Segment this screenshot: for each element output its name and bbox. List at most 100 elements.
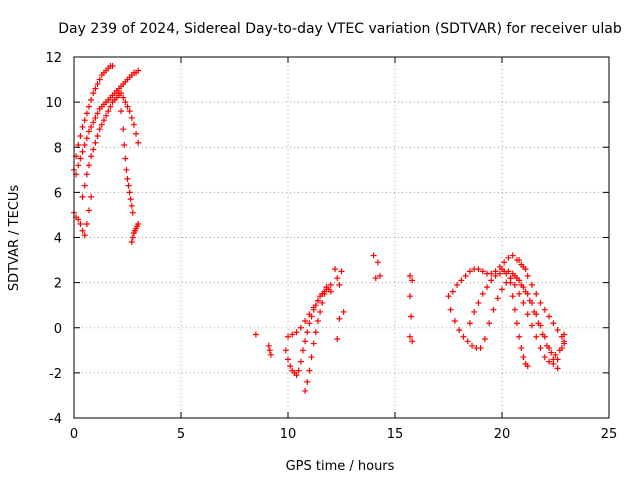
y-tick-label: 2 <box>54 277 62 292</box>
data-point <box>336 281 343 288</box>
data-point <box>85 103 92 110</box>
data-point <box>120 126 127 133</box>
data-point <box>304 378 311 385</box>
data-point <box>98 121 105 128</box>
series-late-arc-b <box>447 272 561 372</box>
data-point <box>554 327 561 334</box>
data-point <box>287 363 294 370</box>
data-point <box>503 270 510 277</box>
data-point <box>490 306 497 313</box>
data-point <box>133 130 140 137</box>
data-point <box>479 268 486 275</box>
data-point <box>285 356 291 363</box>
data-point <box>130 121 137 128</box>
data-point <box>524 311 531 318</box>
data-point <box>513 275 520 282</box>
data-point <box>469 342 476 349</box>
data-point <box>533 333 540 340</box>
series-mid-scatter <box>332 266 347 343</box>
data-point <box>509 252 516 259</box>
data-point <box>129 209 136 216</box>
data-point <box>451 317 458 324</box>
data-point <box>338 268 345 275</box>
data-point <box>81 141 88 148</box>
data-point <box>81 117 88 124</box>
data-point <box>541 306 548 313</box>
data-point <box>125 182 132 189</box>
data-point <box>314 317 321 324</box>
data-point <box>319 299 326 306</box>
data-point <box>319 290 326 297</box>
data-point <box>409 277 416 284</box>
data-point <box>88 96 95 103</box>
y-tick-label: 12 <box>45 51 62 66</box>
data-point <box>505 254 512 261</box>
data-point <box>306 320 313 327</box>
series-late-arc-c <box>466 268 568 358</box>
data-point <box>447 306 454 313</box>
data-point <box>135 220 142 227</box>
data-point <box>494 295 501 302</box>
series-early-arc-b <box>73 67 142 178</box>
data-point <box>507 279 514 286</box>
data-point <box>128 114 135 121</box>
data-point <box>496 270 503 277</box>
data-point <box>124 175 131 182</box>
data-point <box>135 139 142 146</box>
data-point <box>314 297 321 304</box>
data-point <box>79 148 86 155</box>
series-late-arc-e <box>516 257 568 347</box>
data-point <box>77 220 84 227</box>
data-point <box>409 338 416 345</box>
data-point <box>120 94 127 101</box>
data-point <box>484 284 491 291</box>
chart-title: Day 239 of 2024, Sidereal Day-to-day VTE… <box>58 21 622 37</box>
y-tick-label: 4 <box>54 232 62 247</box>
data-point <box>499 286 505 293</box>
data-point <box>306 367 313 374</box>
data-point <box>466 268 473 275</box>
data-point <box>115 90 122 97</box>
data-point <box>558 333 565 340</box>
data-point <box>486 320 493 327</box>
data-point <box>77 155 84 162</box>
series-mid-right <box>370 252 416 345</box>
data-point <box>520 299 527 306</box>
data-point <box>128 239 135 246</box>
data-point <box>458 277 465 284</box>
data-point <box>558 345 565 352</box>
data-point <box>96 126 103 133</box>
data-point <box>83 110 90 117</box>
series-late-arc-d <box>499 266 568 367</box>
data-point <box>460 333 467 340</box>
x-tick-label: 5 <box>177 427 185 442</box>
data-point <box>302 338 309 345</box>
data-point <box>408 313 415 320</box>
data-point <box>297 358 304 365</box>
data-point <box>462 272 469 279</box>
data-point <box>526 297 533 304</box>
data-point <box>372 275 379 282</box>
data-point <box>299 347 306 354</box>
data-point <box>501 259 508 266</box>
y-tick-label: 6 <box>54 186 62 201</box>
data-point <box>92 85 99 92</box>
data-point <box>516 333 523 340</box>
data-point <box>100 117 107 124</box>
data-point <box>81 232 88 239</box>
data-point <box>518 281 525 288</box>
x-axis-label: GPS time / hours <box>286 459 395 474</box>
data-point <box>370 252 377 259</box>
data-point <box>79 193 86 200</box>
data-point <box>499 266 505 273</box>
data-point <box>124 103 131 110</box>
data-point <box>528 322 535 329</box>
data-point <box>554 365 561 372</box>
data-point <box>103 112 110 119</box>
data-point <box>406 272 413 279</box>
y-tick-label: 8 <box>54 141 62 156</box>
data-point <box>128 202 135 209</box>
data-point <box>464 338 471 345</box>
